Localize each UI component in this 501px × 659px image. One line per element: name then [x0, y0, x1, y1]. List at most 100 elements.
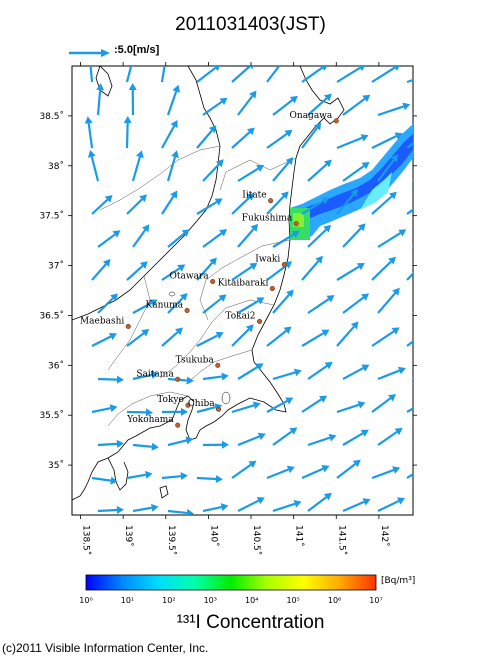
city-label: Iitate: [242, 191, 266, 201]
wind-arrow: [231, 324, 254, 347]
city-label: Kitaibaraki: [218, 279, 269, 289]
wind-arrow: [307, 433, 337, 447]
wind-arrow: [91, 476, 118, 485]
colorbar-tick-label: 10⁰: [79, 596, 93, 605]
wind-arrow: [237, 297, 265, 314]
wind-arrow: [301, 465, 330, 480]
wind-arrow: [196, 198, 223, 215]
wind-arrow: [412, 113, 413, 115]
wind-arrow: [96, 83, 105, 116]
wind-arrow: [301, 255, 323, 281]
wind-arrow: [301, 122, 322, 149]
city-marker: [215, 362, 221, 368]
colorbar-ticks: 10⁰ 10¹ 10² 10³ 10⁴ 10⁵ 10⁶ 10⁷: [0, 596, 501, 610]
coastline: [72, 66, 345, 501]
concentration-plume: [290, 124, 413, 240]
wind-arrow: [377, 154, 398, 182]
concentration-label: ¹³¹I Concentration: [176, 612, 325, 633]
wind-arrow: [132, 224, 150, 248]
wind-arrow: [377, 427, 403, 446]
page-title: 2011031403(JST): [175, 14, 326, 35]
colorbar-tick-label: 10³: [203, 596, 217, 605]
wind-arrow: [371, 132, 403, 149]
wind-arrow: [97, 375, 124, 384]
wind-arrow: [166, 84, 180, 116]
wind-arrow: [307, 224, 332, 248]
wind-arrow: [406, 142, 413, 149]
city-label: Iwaki: [255, 255, 280, 265]
west-coastline: [72, 66, 221, 321]
wind-arrow: [237, 432, 266, 447]
wind-arrow: [131, 150, 144, 182]
wind-arrow: [167, 229, 190, 248]
city-marker: [269, 285, 275, 292]
lake-kasumigaura: [221, 391, 231, 405]
wind-arrow: [412, 377, 413, 379]
wind-arrow: [161, 264, 186, 281]
wind-arrow: [342, 498, 371, 513]
wind-arrow: [336, 321, 359, 347]
wind-arrow: [161, 327, 183, 347]
lon-label: 140.5˚: [251, 525, 262, 555]
wind-arrow: [342, 364, 370, 380]
city-marker: [125, 323, 131, 329]
lon-label: 138.5˚: [81, 525, 92, 555]
wind-arrow: [231, 460, 257, 479]
wind-arrow: [132, 442, 159, 451]
colorbar-tick-label: 10⁷: [369, 596, 383, 605]
wind-arrow: [342, 161, 370, 182]
lon-label: 139˚: [123, 525, 134, 547]
wind-arrow: [196, 66, 220, 83]
wind-arrow: [272, 289, 294, 314]
lat-label: 38˚: [48, 161, 64, 172]
wind-arrow: [132, 299, 158, 314]
city-marker: [175, 422, 181, 428]
wind-arrow: [272, 95, 298, 116]
wind-arrow: [91, 404, 118, 414]
city-label: Yokohama: [126, 415, 174, 425]
wind-arrow: [91, 332, 117, 347]
wind-arrow: [126, 408, 153, 417]
city-label: Kanuma: [145, 300, 183, 310]
wind-arrow: [125, 66, 133, 83]
wind-arrow: [87, 149, 100, 182]
lat-label: 36˚: [48, 360, 64, 371]
wind-arrow: [301, 66, 327, 83]
wind-arrow: [266, 66, 281, 83]
wind-arrow: [84, 116, 94, 149]
wind-arrow: [97, 505, 124, 514]
lat-label: 37˚: [48, 261, 64, 272]
wind-arrow: [266, 129, 293, 149]
city-marker: [185, 402, 191, 408]
izu-peninsula: [107, 457, 129, 491]
colorbar-tick-label: 10⁴: [245, 596, 259, 605]
wind-arrow: [412, 509, 413, 511]
wind-arrow: [342, 94, 371, 116]
wind-arrow: [272, 499, 302, 513]
wind-arrow: [161, 407, 188, 416]
wind-arrow: [126, 329, 150, 347]
wind-arrow: [307, 361, 333, 380]
colorbar-unit: [Bq/m³]: [381, 576, 416, 586]
lon-label: 140˚: [208, 525, 219, 547]
wind-arrow: [272, 368, 302, 381]
wind-arrow: [371, 466, 401, 480]
city-label: Maebashi: [80, 316, 124, 326]
city-marker: [333, 118, 339, 124]
wind-arrow: [412, 179, 413, 181]
wind-arrow: [406, 407, 413, 413]
wind-arrow: [342, 293, 370, 314]
wind-arrow: [336, 134, 369, 150]
wind-arrow: [202, 503, 229, 513]
wind-arrow: [406, 272, 413, 281]
city-marker: [175, 376, 181, 382]
wind-arrow: [167, 436, 194, 447]
wind-arrow: [266, 397, 294, 413]
lat-label: 37.5˚: [39, 211, 64, 222]
wind-arrow: [377, 102, 411, 117]
wind-arrow: [272, 427, 298, 446]
wind-arrow: [266, 465, 295, 480]
colorbar-tick-label: 10⁶: [327, 596, 342, 605]
wind-arrow: [126, 261, 148, 281]
